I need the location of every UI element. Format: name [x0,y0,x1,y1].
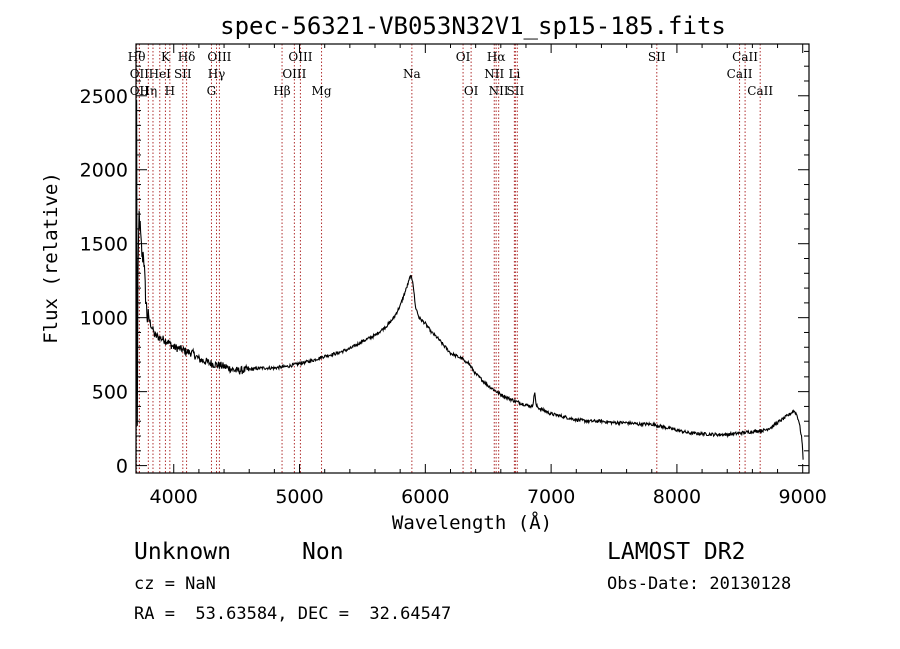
spectral-line-label: SII [174,67,192,81]
spectral-line-label: Li [508,67,520,81]
spectral-line-label: CaII [732,50,758,64]
spectral-line-label: H [165,84,175,98]
x-tick-label: 4000 [150,486,198,508]
plot-frame [135,43,810,474]
redshift-cz: cz = NaN [134,574,216,594]
spectral-line-label: Hδ [178,50,196,64]
spectral-line-label: NII [484,67,504,81]
spectral-line-label: Hθ [128,50,146,64]
y-tick-label: 0 [116,456,128,478]
spectrum-series-line [135,99,804,467]
y-tick-label: 1000 [80,308,128,330]
spectral-line-label: NII [489,84,509,98]
object-class: Unknown [134,539,231,565]
x-tick-label: 6000 [401,486,449,508]
y-tick-labels: 0 500 1000 1500 2000 2500 [80,86,128,478]
survey-name: LAMOST DR2 [607,539,746,565]
y-tick-label: 2000 [80,160,128,182]
spectral-line-label: OIII [282,67,306,81]
object-subclass: Non [302,539,344,565]
axis-ticks [136,44,809,473]
spectral-line-label: Hγ [208,67,226,81]
x-tick-label: 8000 [653,486,701,508]
spectral-line-label: OII [130,84,150,98]
spectral-line-label: CaII [747,84,773,98]
x-axis-label: Wavelength (Å) [392,511,552,534]
ra-dec-coords: RA = 53.63584, DEC = 32.64547 [134,604,452,624]
x-tick-label: 9000 [779,486,827,508]
spectral-line-label: OI [456,50,471,64]
spectral-line-label: Hβ [273,84,290,98]
y-axis-label: Flux (relative) [40,172,62,344]
x-tick-label: 7000 [527,486,575,508]
x-tick-labels: 4000 5000 6000 7000 8000 9000 [150,486,827,508]
spectral-line-label: OII [130,67,150,81]
spectral-line-label: Hη [139,84,157,98]
spectral-line-label: SII [648,50,666,64]
y-tick-label: 2500 [80,86,128,108]
spectral-line-markers [136,44,761,473]
spectral-line-label: HeI [149,67,172,81]
x-tick-label: 5000 [275,486,323,508]
spectral-line-label: OIII [207,50,231,64]
observation-date: Obs-Date: 20130128 [607,574,792,594]
spectral-line-labels: HθOIIOIIHηHeIKHSIIHδGHγOIIIHβOIIIOIIIMgN… [128,50,774,98]
spectral-line-label: CaII [727,67,753,81]
spectral-line-label: Mg [312,84,332,98]
spectral-line-label: G [207,84,217,98]
spectral-line-label: OIII [288,50,312,64]
spectral-line-label: Na [403,67,421,81]
spectral-line-label: Hα [487,50,506,64]
spectral-line-label: K [161,50,171,64]
chart-title: spec-56321-VB053N32V1_sp15-185.fits [220,12,726,40]
spectral-line-label: SII [507,84,525,98]
y-tick-label: 1500 [80,234,128,256]
spectral-line-label: OI [464,84,479,98]
y-tick-label: 500 [92,382,128,404]
